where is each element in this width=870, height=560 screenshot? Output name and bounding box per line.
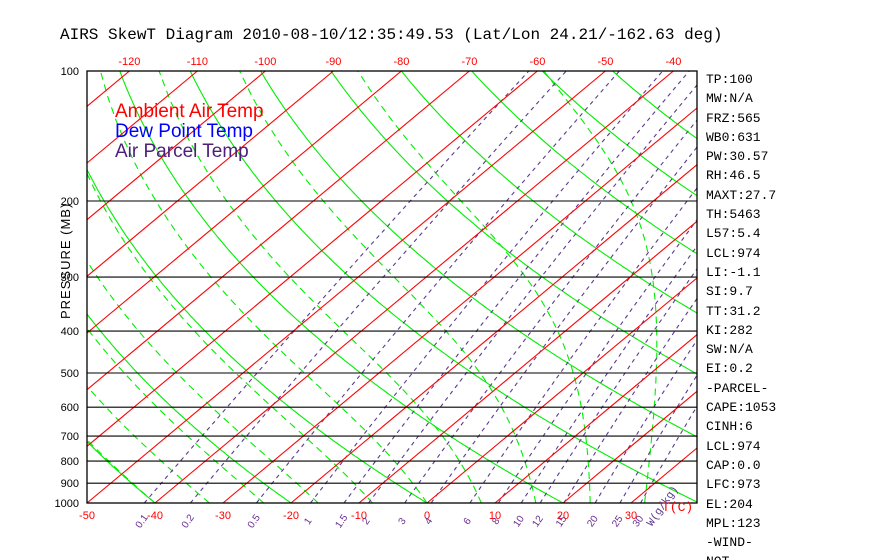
svg-text:25: 25 [610,513,626,529]
svg-text:0.5: 0.5 [246,512,263,530]
svg-text:-40: -40 [665,56,681,68]
svg-text:400: 400 [61,326,79,338]
svg-text:1: 1 [302,516,314,527]
svg-text:1000: 1000 [55,498,79,510]
svg-text:800: 800 [61,456,79,468]
svg-text:0.2: 0.2 [180,512,197,530]
svg-text:700: 700 [61,431,79,443]
svg-text:500: 500 [61,368,79,380]
svg-text:-100: -100 [254,56,276,68]
svg-text:-50: -50 [597,56,613,68]
svg-text:-60: -60 [529,56,545,68]
svg-text:3: 3 [397,516,409,527]
svg-text:-80: -80 [393,56,409,68]
svg-text:-90: -90 [325,56,341,68]
svg-text:600: 600 [61,402,79,414]
svg-text:100: 100 [61,66,79,78]
svg-text:12: 12 [530,513,546,529]
svg-text:-110: -110 [187,56,208,68]
svg-text:900: 900 [61,478,79,490]
svg-text:-50: -50 [79,510,95,522]
svg-text:10: 10 [511,513,527,529]
svg-text:6: 6 [462,516,474,527]
svg-text:20: 20 [585,513,601,529]
svg-text:-70: -70 [461,56,477,68]
svg-text:-120: -120 [118,56,140,68]
svg-text:1.5: 1.5 [333,512,350,530]
svg-text:-20: -20 [283,510,299,522]
svg-text:-30: -30 [215,510,231,522]
